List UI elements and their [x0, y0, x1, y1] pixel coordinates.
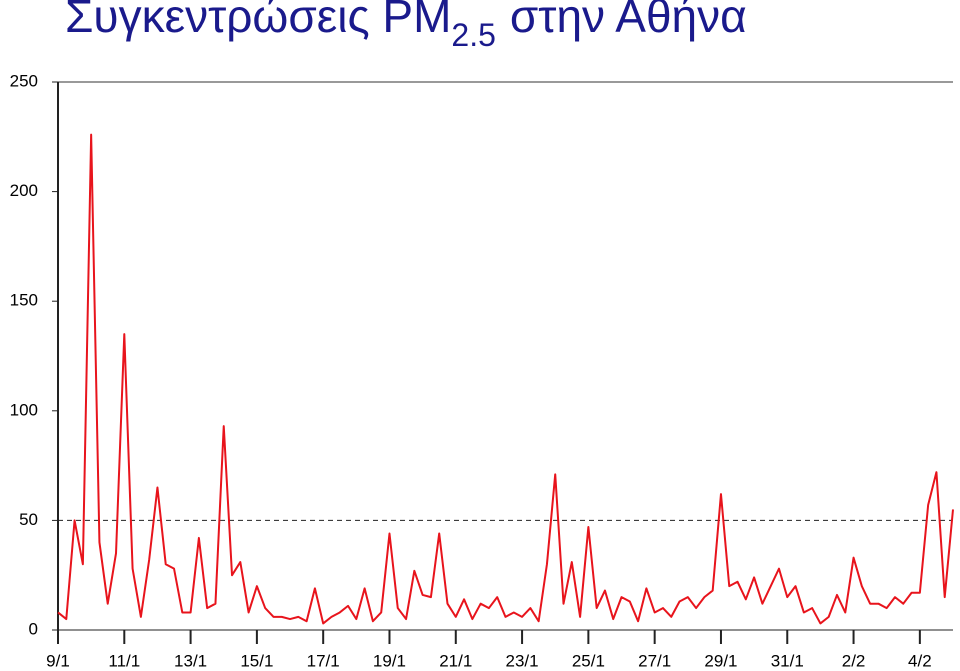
y-tick-label: 200 — [10, 181, 38, 200]
chart-title: Συγκεντρώσεις PM2.5 στην Αθήνα — [65, 0, 747, 53]
y-tick-label: 150 — [10, 291, 38, 310]
x-tick-label: 25/1 — [572, 651, 605, 670]
y-tick-label: 0 — [29, 619, 38, 638]
x-tick-label: 27/1 — [638, 651, 671, 670]
y-tick-label: 250 — [10, 71, 38, 90]
x-tick-label: 21/1 — [439, 651, 472, 670]
x-tick-label: 11/1 — [108, 651, 140, 670]
y-tick-label: 50 — [19, 510, 38, 529]
title-subscript: 2.5 — [451, 17, 495, 53]
x-tick-label: 31/1 — [771, 651, 804, 670]
title-text: Συγκεντρώσεις PM — [65, 0, 451, 42]
x-tick-label: 15/1 — [240, 651, 273, 670]
x-tick-label: 2/2 — [842, 651, 866, 670]
x-tick-label: 17/1 — [307, 651, 340, 670]
x-tick-label: 13/1 — [174, 651, 207, 670]
title-suffix: στην Αθήνα — [510, 0, 747, 42]
x-tick-label: 29/1 — [704, 651, 737, 670]
data-line — [57, 133, 954, 625]
x-tick-label: 9/1 — [46, 651, 70, 670]
x-tick-label: 4/2 — [908, 651, 932, 670]
x-tick-label: 23/1 — [506, 651, 539, 670]
y-tick-label: 100 — [10, 400, 38, 419]
x-tick-label: 19/1 — [373, 651, 406, 670]
